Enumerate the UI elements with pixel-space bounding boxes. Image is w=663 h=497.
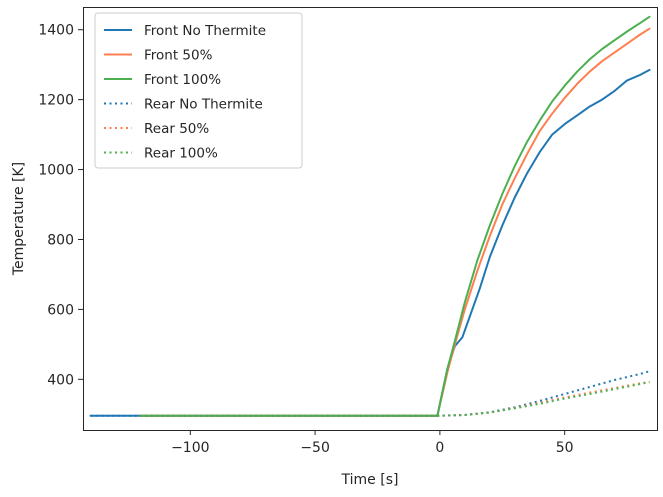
y-tick-label: 1200: [38, 93, 74, 109]
y-tick-label: 1000: [38, 163, 74, 179]
y-tick-label: 1400: [38, 23, 74, 39]
plot-frame: [83, 7, 658, 431]
legend-item: Rear 100%: [104, 146, 218, 162]
y-tick-label: 400: [47, 372, 74, 388]
legend-item: Front 100%: [104, 72, 221, 88]
y-tick-label: 600: [47, 302, 74, 318]
x-tick-label: 0: [435, 440, 444, 456]
legend-label: Rear 50%: [144, 121, 209, 137]
legend-box: [94, 12, 303, 169]
x-tick-label: −100: [171, 440, 209, 456]
y-axis: 400 600 800 1000 1200 1400: [38, 23, 83, 388]
series-line-3: [139, 15, 651, 417]
legend-item: Rear 50%: [104, 121, 209, 137]
y-tick-label: 800: [47, 232, 74, 248]
legend-label: Front 100%: [144, 72, 221, 88]
legend-item: Front 50%: [104, 48, 213, 64]
y-axis-label: Temperature [K]: [11, 162, 27, 276]
x-tick-label: −50: [300, 440, 330, 456]
legend-label: Front No Thermite: [144, 23, 266, 39]
x-axis: −100 −50 0 50: [171, 430, 574, 456]
legend-label: Front 50%: [144, 48, 213, 64]
series-layer: [89, 15, 651, 417]
legend-label: Rear 100%: [144, 146, 218, 162]
legend-label: Rear No Thermite: [144, 97, 263, 113]
x-tick-label: 50: [556, 440, 574, 456]
legend-item: Front No Thermite: [104, 23, 266, 39]
x-axis-label: Time [s]: [341, 472, 399, 488]
legend: Front No Thermite Front 50% Front 100% Rear…: [94, 12, 303, 169]
legend-item: Rear No Thermite: [104, 97, 263, 113]
